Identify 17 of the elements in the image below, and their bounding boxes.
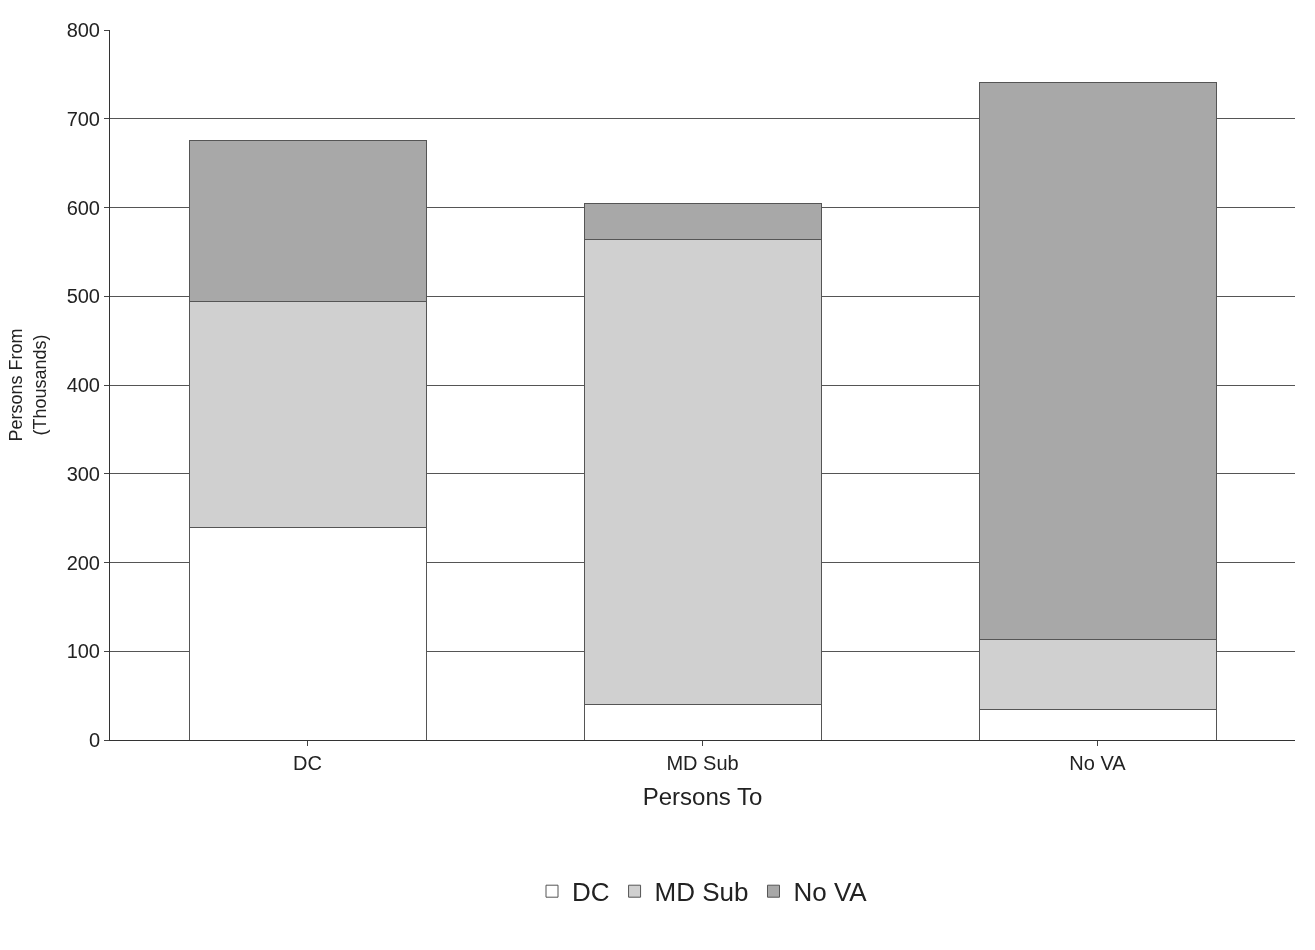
y-tick-label: 800 xyxy=(66,19,100,41)
x-axis-title: Persons To xyxy=(642,783,763,811)
x-tick-label: No VA xyxy=(1069,752,1127,774)
x-tick-label: MD Sub xyxy=(666,752,739,774)
y-tick-label: 200 xyxy=(66,551,100,574)
y-tick-label: 400 xyxy=(66,374,100,396)
y-axis-title: Persons From (Thousands) xyxy=(6,328,50,442)
y-tick-label: 700 xyxy=(66,107,100,130)
y-tick-label: 100 xyxy=(66,640,100,663)
y-tick-label: 300 xyxy=(66,462,100,485)
x-tick-label: DC xyxy=(293,752,322,774)
legend-label: No VA xyxy=(793,877,868,908)
y-tick-label: 600 xyxy=(66,196,100,219)
y-tick-label: 500 xyxy=(66,285,100,308)
legend-label: DC xyxy=(572,877,610,908)
legend-label: MD Sub xyxy=(654,877,749,908)
y-tick-label: 0 xyxy=(88,729,100,751)
